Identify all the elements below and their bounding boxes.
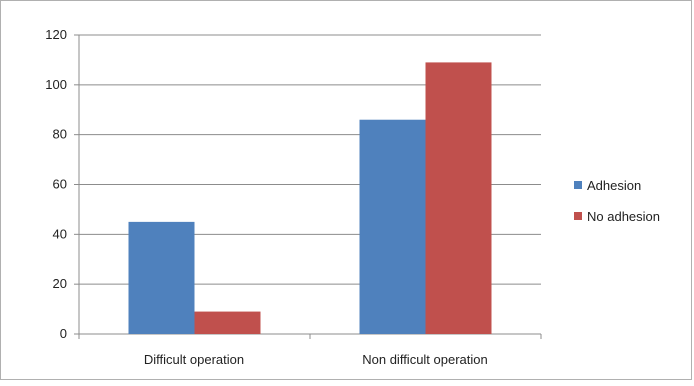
y-tick-label-0: 0 [60, 326, 67, 341]
x-category-labels: Difficult operation Non difficult operat… [144, 352, 488, 367]
x-category-label-difficult: Difficult operation [144, 352, 244, 367]
legend-label-adhesion: Adhesion [587, 178, 641, 193]
legend: Adhesion No adhesion [574, 178, 660, 224]
y-tick-label-60: 60 [53, 177, 67, 192]
y-tick-labels: 0 20 40 60 80 100 120 [45, 27, 79, 341]
y-tick-label-100: 100 [45, 77, 67, 92]
y-tick-label-20: 20 [53, 276, 67, 291]
legend-swatch-no-adhesion [574, 212, 582, 220]
legend-item-adhesion: Adhesion [574, 178, 641, 193]
y-tick-label-120: 120 [45, 27, 67, 42]
y-tick-label-80: 80 [53, 127, 67, 142]
bar-no-adhesion-non-difficult-operation [425, 62, 492, 335]
legend-item-no-adhesion: No adhesion [574, 209, 660, 224]
bars [78, 62, 542, 339]
legend-label-no-adhesion: No adhesion [587, 209, 660, 224]
y-tick-label-40: 40 [53, 226, 67, 241]
legend-swatch-adhesion [574, 181, 582, 189]
bar-adhesion-difficult-operation [128, 221, 195, 334]
x-category-label-non-difficult: Non difficult operation [362, 352, 488, 367]
bar-adhesion-non-difficult-operation [359, 119, 426, 334]
bar-no-adhesion-difficult-operation [194, 311, 261, 334]
